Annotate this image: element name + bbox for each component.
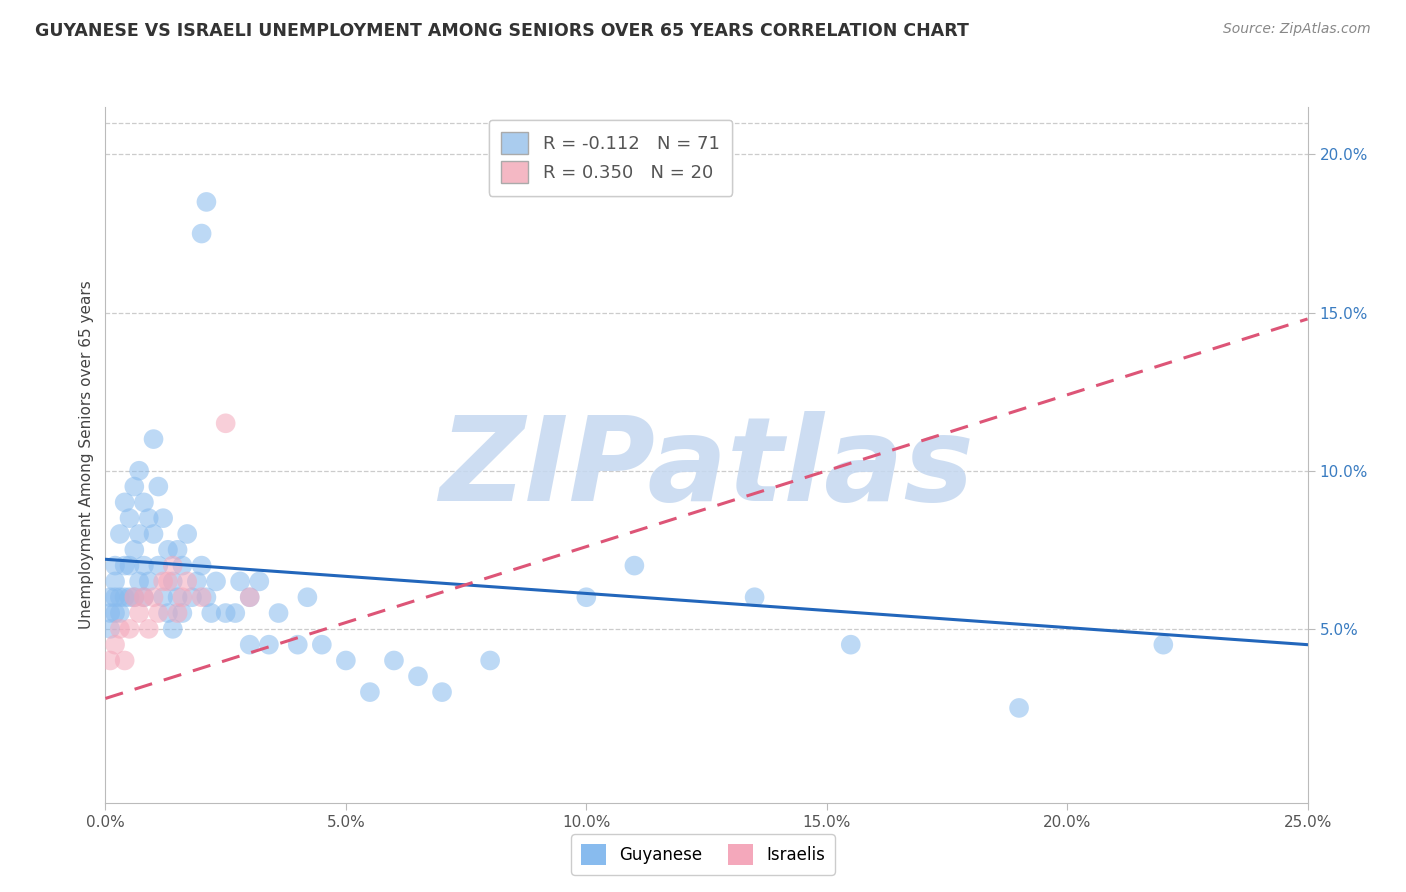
Point bbox=[172, 591, 194, 605]
Point bbox=[623, 558, 645, 573]
Point bbox=[104, 606, 127, 620]
Point bbox=[162, 622, 184, 636]
Point bbox=[104, 591, 127, 605]
Point bbox=[200, 606, 222, 620]
Point bbox=[128, 574, 150, 589]
Point bbox=[142, 527, 165, 541]
Point bbox=[297, 591, 319, 605]
Point bbox=[142, 591, 165, 605]
Point bbox=[108, 606, 131, 620]
Text: Source: ZipAtlas.com: Source: ZipAtlas.com bbox=[1223, 22, 1371, 37]
Point bbox=[257, 638, 280, 652]
Point bbox=[124, 479, 146, 493]
Point bbox=[479, 653, 502, 667]
Point bbox=[98, 591, 121, 605]
Point bbox=[335, 653, 357, 667]
Point bbox=[224, 606, 246, 620]
Point bbox=[430, 685, 453, 699]
Point bbox=[124, 591, 146, 605]
Point bbox=[124, 591, 146, 605]
Point bbox=[744, 591, 766, 605]
Point bbox=[138, 622, 160, 636]
Point bbox=[195, 194, 218, 209]
Point bbox=[166, 542, 188, 557]
Point bbox=[114, 591, 136, 605]
Point bbox=[190, 227, 212, 241]
Point bbox=[839, 638, 862, 652]
Point bbox=[138, 574, 160, 589]
Point bbox=[1152, 638, 1174, 652]
Point bbox=[166, 606, 188, 620]
Point bbox=[176, 527, 198, 541]
Point bbox=[162, 558, 184, 573]
Point bbox=[156, 542, 179, 557]
Point bbox=[142, 432, 165, 446]
Point bbox=[98, 622, 121, 636]
Point bbox=[152, 591, 174, 605]
Point bbox=[382, 653, 405, 667]
Point bbox=[104, 638, 127, 652]
Point bbox=[172, 606, 194, 620]
Point bbox=[124, 542, 146, 557]
Point bbox=[181, 591, 204, 605]
Point bbox=[138, 511, 160, 525]
Point bbox=[267, 606, 290, 620]
Point bbox=[108, 591, 131, 605]
Point bbox=[176, 574, 198, 589]
Point bbox=[98, 653, 121, 667]
Point bbox=[239, 591, 262, 605]
Point bbox=[148, 606, 170, 620]
Point bbox=[104, 558, 127, 573]
Point bbox=[311, 638, 333, 652]
Legend: Guyanese, Israelis: Guyanese, Israelis bbox=[571, 834, 835, 875]
Point bbox=[128, 464, 150, 478]
Point bbox=[148, 558, 170, 573]
Text: ZIPatlas: ZIPatlas bbox=[439, 411, 974, 526]
Point bbox=[132, 495, 155, 509]
Point bbox=[575, 591, 598, 605]
Point bbox=[205, 574, 228, 589]
Point bbox=[406, 669, 429, 683]
Point bbox=[359, 685, 381, 699]
Point bbox=[114, 495, 136, 509]
Point bbox=[239, 638, 262, 652]
Point bbox=[214, 417, 236, 431]
Point bbox=[195, 591, 218, 605]
Text: GUYANESE VS ISRAELI UNEMPLOYMENT AMONG SENIORS OVER 65 YEARS CORRELATION CHART: GUYANESE VS ISRAELI UNEMPLOYMENT AMONG S… bbox=[35, 22, 969, 40]
Point bbox=[118, 591, 141, 605]
Point bbox=[98, 606, 121, 620]
Point bbox=[128, 606, 150, 620]
Point bbox=[156, 606, 179, 620]
Point bbox=[114, 653, 136, 667]
Y-axis label: Unemployment Among Seniors over 65 years: Unemployment Among Seniors over 65 years bbox=[79, 281, 94, 629]
Point bbox=[162, 574, 184, 589]
Point bbox=[186, 574, 208, 589]
Point bbox=[118, 622, 141, 636]
Point bbox=[247, 574, 270, 589]
Point bbox=[108, 622, 131, 636]
Point bbox=[229, 574, 252, 589]
Point bbox=[1008, 701, 1031, 715]
Point bbox=[287, 638, 309, 652]
Point bbox=[148, 479, 170, 493]
Point bbox=[156, 574, 179, 589]
Point bbox=[172, 558, 194, 573]
Point bbox=[152, 574, 174, 589]
Point bbox=[118, 558, 141, 573]
Legend: R = -0.112   N = 71, R = 0.350   N = 20: R = -0.112 N = 71, R = 0.350 N = 20 bbox=[488, 120, 733, 196]
Point bbox=[214, 606, 236, 620]
Point bbox=[114, 558, 136, 573]
Point bbox=[118, 511, 141, 525]
Point bbox=[132, 558, 155, 573]
Point bbox=[190, 558, 212, 573]
Point bbox=[132, 591, 155, 605]
Point bbox=[108, 527, 131, 541]
Point bbox=[132, 591, 155, 605]
Point bbox=[128, 527, 150, 541]
Point bbox=[166, 591, 188, 605]
Point bbox=[104, 574, 127, 589]
Point bbox=[152, 511, 174, 525]
Point bbox=[239, 591, 262, 605]
Point bbox=[190, 591, 212, 605]
